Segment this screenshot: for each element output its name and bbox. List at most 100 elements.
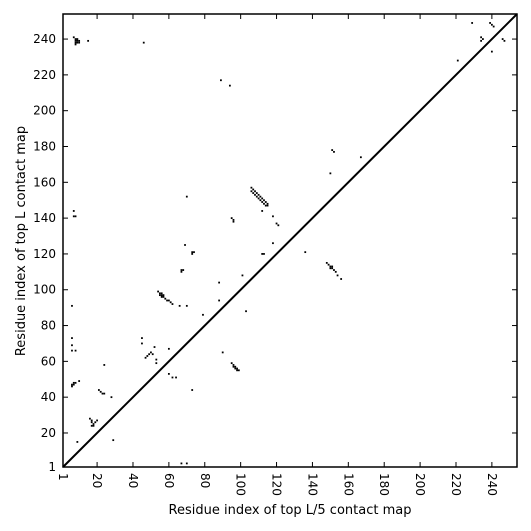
contact-point: [159, 294, 161, 297]
contact-point: [191, 389, 194, 391]
contact-point: [74, 349, 77, 352]
contact-point: [74, 381, 77, 384]
contact-point: [359, 156, 362, 159]
contact-point: [76, 41, 79, 44]
contact-point: [228, 84, 231, 87]
contact-point: [71, 344, 73, 347]
contact-point: [471, 22, 474, 24]
x-tick-label: 200: [413, 473, 427, 496]
contact-point: [180, 269, 183, 271]
contact-point: [234, 365, 237, 368]
contact-point: [230, 217, 233, 220]
contact-point: [230, 362, 233, 365]
contact-point: [255, 195, 258, 198]
contact-point: [331, 149, 334, 151]
contact-point: [340, 278, 343, 280]
contact-point: [490, 50, 493, 53]
contact-point: [103, 364, 106, 366]
contact-point: [236, 367, 238, 370]
contact-point: [74, 43, 77, 46]
contact-point: [250, 190, 253, 193]
y-tick-label: 180: [33, 139, 56, 153]
y-tick-label: 20: [41, 426, 56, 440]
contact-point: [178, 304, 181, 307]
contact-point: [157, 290, 159, 293]
contact-point: [218, 281, 221, 284]
x-tick-label: 220: [449, 473, 463, 496]
contact-point: [97, 389, 100, 391]
x-tick-label: 140: [305, 473, 319, 496]
contact-point: [272, 242, 274, 245]
x-tick-label: 160: [341, 473, 355, 496]
x-tick-label: 120: [270, 473, 284, 496]
y-tick-label: 140: [33, 211, 56, 225]
contact-point: [191, 253, 194, 255]
contact-point: [490, 23, 493, 26]
contact-point: [264, 201, 267, 203]
contact-point: [162, 296, 165, 298]
contact-point: [182, 269, 185, 271]
contact-point: [185, 462, 188, 465]
contact-point: [482, 38, 484, 40]
contact-point: [232, 365, 235, 368]
contact-point: [71, 337, 73, 339]
contact-point: [146, 355, 149, 357]
contact-point: [72, 381, 75, 384]
contact-point: [333, 150, 335, 153]
contact-point: [261, 210, 264, 212]
x-tick-label: 80: [198, 473, 212, 488]
contact-point: [162, 294, 165, 297]
contact-point: [325, 261, 328, 264]
contact-point: [78, 39, 81, 42]
contact-point: [259, 199, 262, 202]
contact-point: [180, 270, 183, 273]
contact-point: [232, 220, 235, 223]
contact-point: [153, 346, 156, 348]
y-tick-label: 60: [41, 354, 56, 368]
contact-point: [501, 38, 504, 40]
y-tick-label: 120: [33, 247, 56, 261]
x-tick-label: 40: [126, 473, 140, 488]
contact-point: [503, 39, 506, 42]
contact-point: [72, 215, 75, 218]
diagonal-line: [62, 13, 518, 468]
contact-point: [160, 292, 163, 295]
contact-point: [334, 270, 337, 273]
contact-point: [141, 342, 143, 345]
contact-point: [480, 39, 482, 42]
contact-point: [155, 362, 158, 365]
contact-point: [236, 369, 238, 372]
contact-point: [76, 39, 79, 42]
contact-point: [333, 269, 335, 271]
contact-point: [87, 39, 90, 42]
contact-point: [160, 296, 163, 298]
contact-point: [71, 304, 73, 307]
contact-point: [261, 201, 264, 203]
y-tick-label: 100: [33, 283, 56, 297]
contact-point: [327, 263, 330, 266]
contact-points: [71, 22, 506, 465]
contact-point: [71, 385, 73, 388]
contact-point: [304, 251, 307, 254]
contact-point: [72, 36, 75, 39]
y-tick-label: 240: [33, 32, 56, 46]
contact-point: [489, 22, 491, 24]
contact-point: [89, 417, 91, 420]
x-tick-label: 20: [90, 473, 104, 488]
contact-point: [171, 376, 174, 379]
contact-point: [263, 202, 265, 205]
contact-point: [171, 303, 174, 305]
plot-frame: [62, 13, 518, 468]
y-tick-label: 80: [41, 319, 56, 333]
contact-point: [220, 79, 222, 82]
contact-point: [112, 439, 115, 442]
contact-point: [167, 373, 170, 375]
contact-point: [103, 392, 106, 395]
contact-point: [166, 299, 168, 302]
contact-point: [99, 390, 102, 393]
contact-point: [175, 376, 177, 379]
contact-point: [167, 347, 170, 350]
y-tick-label: 220: [33, 68, 56, 82]
contact-point: [261, 197, 264, 200]
